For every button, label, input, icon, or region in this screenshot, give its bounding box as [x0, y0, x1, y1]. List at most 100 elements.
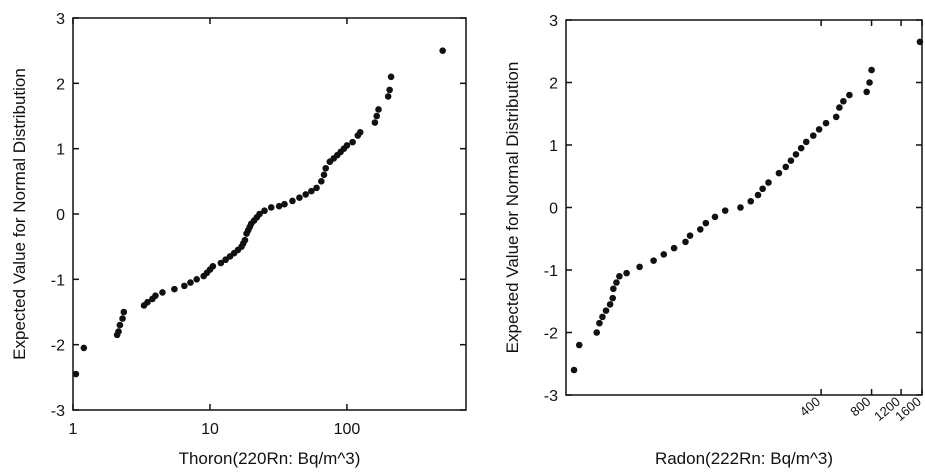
data-point	[384, 93, 392, 100]
y-tick-label: 0	[549, 201, 558, 218]
data-point	[759, 185, 766, 193]
data-point	[840, 97, 847, 105]
data-point	[289, 197, 296, 205]
data-point	[836, 104, 843, 111]
data-point	[373, 112, 381, 120]
data-point	[782, 163, 790, 171]
plot-frame	[565, 19, 923, 396]
data-point	[302, 191, 310, 198]
data-point	[80, 344, 88, 352]
data-point	[261, 207, 268, 215]
data-point	[119, 315, 126, 322]
data-point	[193, 276, 200, 283]
x-tick-label: 800	[847, 394, 873, 419]
y-tick-label: 1	[549, 138, 558, 155]
data-point	[802, 138, 810, 146]
data-point	[187, 279, 194, 286]
data-point	[702, 219, 710, 227]
data-point	[439, 47, 446, 54]
data-point	[822, 119, 830, 127]
data-point	[765, 179, 772, 186]
data-point	[256, 210, 263, 218]
data-point	[623, 269, 630, 277]
data-point	[686, 232, 694, 239]
data-point	[320, 171, 328, 179]
y-tick-label: -2	[544, 326, 558, 343]
y-tick-label: 3	[56, 11, 65, 28]
data-point	[682, 238, 689, 246]
data-point	[275, 202, 283, 210]
data-point	[613, 279, 620, 286]
data-point	[281, 200, 288, 208]
plot: -3 -2 -1 0 1 2 3 1 10 100 Thoron(220Rn: Bq/m^3) Exp…	[10, 11, 467, 468]
data-point	[356, 129, 364, 136]
data-point	[636, 263, 643, 271]
data-point	[386, 86, 393, 94]
y-axis-label: Expected Value for Normal Distribution	[10, 68, 29, 360]
data-point	[593, 329, 601, 336]
y-tick-label: -1	[544, 263, 558, 280]
data-point	[171, 285, 178, 293]
data-point	[599, 313, 606, 321]
data-point	[241, 236, 249, 244]
data-point	[181, 282, 188, 290]
data-point	[650, 257, 657, 264]
data-point	[711, 213, 719, 221]
data-point	[349, 138, 356, 146]
data-point	[863, 88, 870, 96]
y-tick-label: 2	[56, 76, 65, 93]
data-point	[916, 38, 924, 46]
data-point	[116, 321, 124, 329]
y-tick-label: 1	[56, 142, 65, 159]
y-tick-label: -3	[544, 388, 558, 405]
data-point	[670, 244, 678, 252]
data-point	[609, 294, 617, 302]
y-tick-label: -2	[51, 338, 65, 355]
data-point	[616, 272, 623, 280]
data-point	[371, 119, 379, 126]
data-point	[209, 262, 217, 270]
data-point	[308, 187, 315, 195]
y-tick-label: 2	[549, 76, 558, 93]
data-point	[375, 106, 382, 113]
data-point	[787, 157, 795, 164]
data-point	[570, 366, 578, 374]
data-point	[602, 307, 610, 314]
data-point	[318, 178, 325, 185]
x-tick-label: 400	[797, 394, 823, 419]
data-point	[217, 259, 225, 267]
y-tick-label: 3	[549, 13, 558, 30]
data-point	[754, 191, 762, 199]
data-point	[296, 194, 303, 201]
data-point	[866, 79, 873, 86]
data-point	[846, 91, 853, 99]
y-tick-label: -3	[51, 403, 65, 420]
x-tick-label: 10	[201, 421, 219, 438]
data-point	[797, 144, 805, 152]
data-point	[387, 73, 395, 81]
data-point	[152, 292, 159, 299]
plot-frame	[72, 17, 467, 411]
x-axis-label: Radon(222Rn: Bq/m^3)	[655, 449, 833, 468]
data-point	[159, 289, 166, 296]
data-point	[868, 66, 875, 74]
y-axis-label: Expected Value for Normal Distribution	[503, 62, 522, 354]
data-point	[575, 341, 583, 349]
data-point	[596, 319, 603, 327]
x-axis-label: Thoron(220Rn: Bq/m^3)	[179, 449, 361, 468]
data-point	[610, 285, 617, 293]
y-tick-label: 0	[56, 207, 65, 224]
data-point	[322, 164, 330, 172]
data-point	[606, 301, 614, 308]
data-point	[144, 298, 151, 306]
data-point	[747, 197, 755, 205]
data-point	[697, 226, 704, 233]
data-point	[775, 169, 783, 177]
x-tick-label: 100	[334, 421, 361, 438]
data-point	[737, 204, 744, 211]
data-point	[832, 113, 840, 121]
data-point	[343, 142, 351, 149]
data-point	[72, 370, 80, 378]
data-point	[267, 204, 275, 211]
